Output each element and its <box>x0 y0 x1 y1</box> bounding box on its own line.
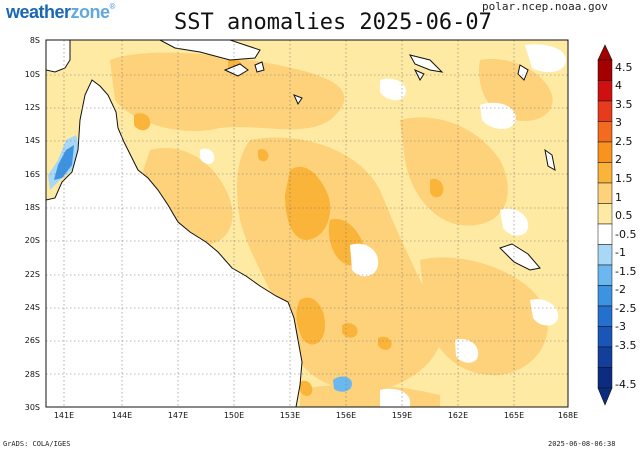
colorbar-cell <box>597 367 613 389</box>
lat-label: 18S <box>25 203 40 212</box>
lat-label: 8S <box>30 36 40 45</box>
colorbar-cell <box>597 346 613 368</box>
lon-label: 141E <box>54 411 74 420</box>
colorbar-label: 0.5 <box>615 209 633 222</box>
colorbar-label: -2 <box>615 283 626 296</box>
colorbar-cell <box>597 264 613 286</box>
colorbar-cell <box>597 162 613 184</box>
colorbar-cell <box>597 121 613 143</box>
graticule <box>46 40 568 407</box>
colorbar-label: 3.5 <box>615 98 633 111</box>
lon-label: 150E <box>224 411 244 420</box>
colorbar-label: 4.5 <box>615 61 633 74</box>
colorbar: 4.5 4 3.5 3 2.5 2 1.5 1 0.5 -0.5 -1 -1.5… <box>597 44 636 406</box>
colorbar-cell <box>597 244 613 266</box>
lat-label: 30S <box>25 403 40 412</box>
colorbar-cap-bottom <box>597 387 613 406</box>
lat-label: 28S <box>25 370 40 379</box>
footer-credit: GrADS: COLA/IGES <box>3 440 71 448</box>
colorbar-cell <box>597 59 613 81</box>
lat-label: 22S <box>25 270 40 279</box>
colorbar-label: 2 <box>615 153 622 166</box>
lon-label: 147E <box>168 411 188 420</box>
lat-label: 16S <box>25 170 40 179</box>
colorbar-label: 2.5 <box>615 135 633 148</box>
colorbar-label: 3 <box>615 116 622 129</box>
colorbar-label: -3 <box>615 320 626 333</box>
lon-label: 162E <box>448 411 468 420</box>
weatherzone-logo: weatherzone® <box>6 2 115 22</box>
colorbar-cell <box>597 203 613 225</box>
lon-label: 156E <box>336 411 356 420</box>
map-frame <box>45 39 569 408</box>
colorbar-cell <box>597 285 613 307</box>
colorbar-label: 1 <box>615 191 622 204</box>
colorbar-label: -4.5 <box>615 378 636 391</box>
colorbar-label: 4 <box>615 79 622 92</box>
colorbar-cell <box>597 80 613 102</box>
lon-label: 168E <box>558 411 578 420</box>
colorbar-cell <box>597 223 613 245</box>
colorbar-label: 1.5 <box>615 172 633 185</box>
colorbar-label: -3.5 <box>615 339 636 352</box>
lat-label: 24S <box>25 303 40 312</box>
lon-label: 144E <box>112 411 132 420</box>
chart-title: SST anomalies 2025-06-07 <box>174 10 492 35</box>
lat-label: 12S <box>25 103 40 112</box>
colorbar-label: -0.5 <box>615 228 636 241</box>
colorbar-label: -1.5 <box>615 265 636 278</box>
colorbar-cell <box>597 182 613 204</box>
source-url: polar.ncep.noaa.gov <box>482 0 608 13</box>
colorbar-cell <box>597 141 613 163</box>
lon-axis: 141E 144E 147E 150E 153E 156E 159E 162E … <box>54 411 578 420</box>
lon-label: 165E <box>504 411 524 420</box>
lon-label: 159E <box>392 411 412 420</box>
lon-label: 153E <box>280 411 300 420</box>
colorbar-label: -2.5 <box>615 302 636 315</box>
footer-timestamp: 2025-06-08-06:38 <box>548 440 616 448</box>
colorbar-cell <box>597 100 613 122</box>
lat-label: 10S <box>25 70 40 79</box>
lat-axis: 8S 10S 12S 14S 16S 18S 20S 22S 24S 26S 2… <box>25 36 40 412</box>
lat-label: 14S <box>25 136 40 145</box>
lat-label: 20S <box>25 236 40 245</box>
colorbar-cell <box>597 326 613 348</box>
lat-label: 26S <box>25 336 40 345</box>
colorbar-cap-top <box>597 44 613 61</box>
colorbar-label: -1 <box>615 246 626 259</box>
colorbar-cell <box>597 305 613 327</box>
